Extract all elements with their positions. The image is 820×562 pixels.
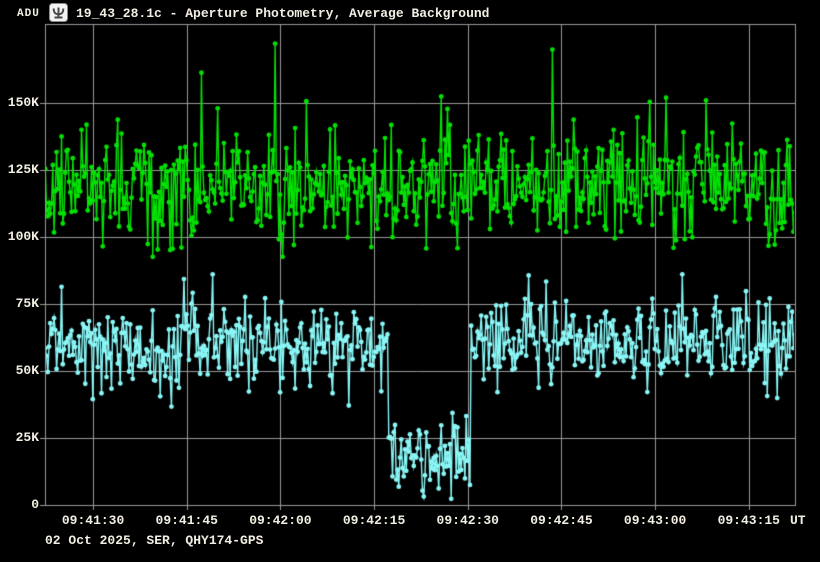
- y-tick-label: 150K: [7, 94, 39, 110]
- x-tick-label: 09:41:30: [61, 513, 125, 528]
- header: ADU 19_43_28.1c - Aperture Photometry, A…: [0, 0, 820, 24]
- recording-info: 02 Oct 2025, SER, QHY174-GPS: [45, 533, 264, 548]
- y-tick-label: 75K: [15, 295, 39, 311]
- y-tick-label: 0: [31, 497, 39, 512]
- y-tick-label: 125K: [7, 161, 39, 177]
- app-icon: [49, 3, 68, 22]
- x-tick-label: 09:42:00: [249, 513, 312, 528]
- y-tick-label: 100K: [7, 228, 39, 244]
- y-tick-label: 25K: [15, 429, 39, 445]
- x-tick-label: 09:42:45: [530, 513, 593, 528]
- chart-title: 19_43_28.1c - Aperture Photometry, Avera…: [76, 6, 490, 21]
- x-tick-label: 09:42:15: [342, 513, 406, 528]
- x-tick-label: 09:41:45: [155, 513, 218, 528]
- y-tick-label: 50K: [15, 362, 39, 378]
- x-axis-unit-label: UT: [790, 513, 806, 528]
- x-tick-label: 09:43:15: [717, 513, 780, 528]
- x-tick-label: 09:43:00: [623, 513, 687, 528]
- y-axis-unit-label: ADU: [17, 8, 40, 20]
- x-tick-label: 09:42:30: [436, 513, 499, 528]
